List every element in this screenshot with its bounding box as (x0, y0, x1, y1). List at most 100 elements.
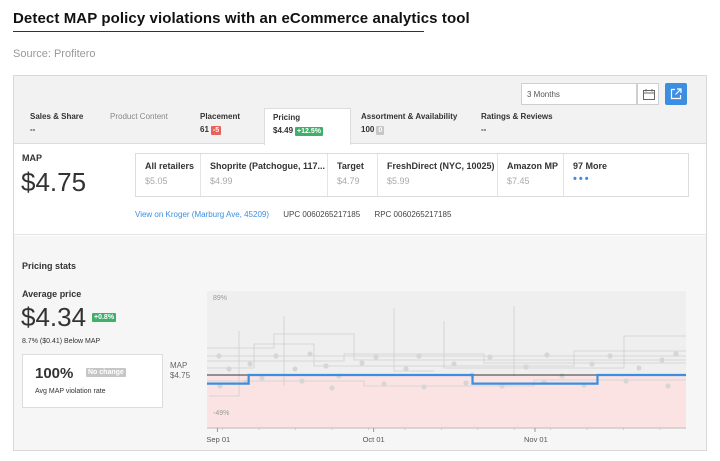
average-price-change-badge: +0.8% (92, 313, 117, 322)
competitor-price-point (329, 385, 335, 391)
tab-pricing[interactable]: Pricing $4.49 +12.5% (264, 108, 351, 145)
more-dots-icon: ••• (573, 173, 591, 185)
below-map-text: 8.7% ($0.41) Below MAP (22, 338, 101, 345)
map-label: MAP (22, 153, 42, 163)
tab-label: Ratings & Reviews (481, 112, 553, 121)
tab-placement[interactable]: Placement 61 -5 (192, 108, 262, 143)
retailer-strip: All retailers $5.05 Shoprite (Patchogue,… (135, 153, 689, 197)
competitor-price-point (559, 373, 565, 379)
app-window: 3 Months Sales & Share -- Product Conten… (13, 75, 707, 451)
competitor-price-line (207, 333, 686, 361)
tab-value: 61 (200, 125, 209, 134)
tab-product-content[interactable]: Product Content (102, 108, 198, 143)
competitor-price-line (443, 321, 686, 369)
competitor-price-point (307, 351, 313, 357)
retailer-name: All retailers (145, 161, 195, 171)
y-axis-bottom-label: -49% (213, 410, 229, 417)
competitor-price-point (636, 365, 642, 371)
retailer-price: $5.05 (145, 176, 168, 186)
tab-label: Placement (200, 112, 241, 121)
competitor-price-line (207, 379, 686, 387)
competitor-price-line (207, 343, 686, 369)
average-price-label: Average price (22, 289, 82, 299)
external-link-icon (670, 88, 682, 100)
competitor-price-point (665, 383, 671, 389)
retailer-card[interactable]: FreshDirect (NYC, 10025) $5.99 (378, 154, 498, 196)
competitor-price-point (659, 357, 665, 363)
competitor-price-point (487, 354, 493, 360)
tab-label: Product Content (110, 112, 168, 121)
violation-change-badge: No change (86, 368, 126, 377)
retailer-card[interactable]: Shoprite (Patchogue, 117... $4.99 (201, 154, 328, 196)
map-price: $4.75 (21, 167, 87, 197)
competitor-price-point (607, 353, 613, 359)
doc-source: Source: Profitero (13, 48, 96, 60)
top-bar: 3 Months Sales & Share -- Product Conten… (14, 76, 706, 145)
retailer-name: Target (337, 161, 364, 171)
rpc-code: RPC 0060265217185 (374, 210, 452, 219)
competitor-price-point (273, 353, 279, 359)
competitor-price-point (359, 360, 365, 366)
retailer-price: $4.79 (337, 176, 360, 186)
competitor-price-line (393, 308, 434, 372)
competitor-price-point (226, 366, 232, 372)
calendar-icon (643, 89, 655, 100)
competitor-price-point (523, 364, 529, 370)
chart-map-label: MAP $4.75 (170, 361, 190, 381)
kroger-link[interactable]: View on Kroger (Marburg Ave, 45209) (135, 210, 270, 219)
retailer-price: $7.45 (507, 176, 530, 186)
competitor-price-point (403, 366, 409, 372)
retailer-card[interactable]: Target $4.79 (328, 154, 378, 196)
competitor-price-point (416, 353, 422, 359)
competitor-price-point (421, 384, 427, 390)
retailer-name: Amazon MP (507, 161, 559, 171)
tab-value: 100 (361, 125, 375, 134)
tab-label: Assortment & Availability (361, 112, 458, 121)
x-tick-label: Nov 01 (524, 435, 548, 444)
competitor-price-point (216, 353, 222, 359)
retailer-card[interactable]: All retailers $5.05 (136, 154, 201, 196)
pricing-stats-section: Pricing stats Average price $4.34 +0.8% … (14, 236, 707, 451)
tab-label: Sales & Share (30, 112, 84, 121)
competitor-price-point (589, 361, 595, 367)
violation-rate-card: 100% No change Avg MAP violation rate (22, 354, 163, 408)
tab-value: $4.49 (273, 126, 294, 135)
y-axis-top-label: 89% (213, 295, 227, 302)
retailer-card[interactable]: Amazon MP $7.45 (498, 154, 564, 196)
competitor-price-point (299, 378, 305, 384)
placement-change-badge: -5 (210, 126, 222, 135)
date-range-select[interactable]: 3 Months (521, 83, 637, 105)
competitor-price-line (207, 353, 686, 364)
competitor-price-point (463, 380, 469, 386)
competitor-price-line (209, 331, 240, 397)
x-tick-label: Oct 01 (363, 435, 385, 444)
chart-map-text: MAP (170, 361, 188, 370)
competitor-price-point (247, 361, 253, 367)
tab-label: Pricing (273, 113, 301, 122)
doc-title-rule (13, 31, 424, 32)
competitor-price-point (451, 361, 457, 367)
external-link-button[interactable] (665, 83, 687, 105)
assortment-change-badge: 0 (376, 126, 385, 135)
tab-value: -- (30, 125, 36, 134)
competitor-price-point (673, 351, 679, 357)
product-price-line (207, 373, 686, 385)
product-meta-row: View on Kroger (Marburg Ave, 45209) UPC … (135, 210, 451, 219)
chart-map-value: $4.75 (170, 371, 191, 380)
tab-ratings-reviews[interactable]: Ratings & Reviews -- (473, 108, 573, 143)
competitor-price-point (259, 375, 265, 381)
more-retailers-button[interactable]: 97 More ••• (564, 154, 689, 196)
chart-above-map-area (207, 291, 686, 375)
retailer-name: FreshDirect (NYC, 10025) (387, 161, 495, 171)
pricing-chart[interactable]: 89% -49% Sep 01 Oct 01 Nov 01 (14, 236, 707, 451)
x-tick-label: Sep 01 (206, 435, 230, 444)
competitor-price-point (623, 378, 629, 384)
competitor-price-point (373, 354, 379, 360)
competitor-price-point (381, 381, 387, 387)
violation-rate-value: 100% (35, 365, 74, 382)
tab-assortment-availability[interactable]: Assortment & Availability 100 0 (353, 108, 475, 143)
calendar-button[interactable] (637, 83, 659, 105)
tab-sales-share[interactable]: Sales & Share -- (22, 108, 110, 143)
retailer-name: 97 More (573, 161, 608, 171)
retailer-price: $5.99 (387, 176, 410, 186)
